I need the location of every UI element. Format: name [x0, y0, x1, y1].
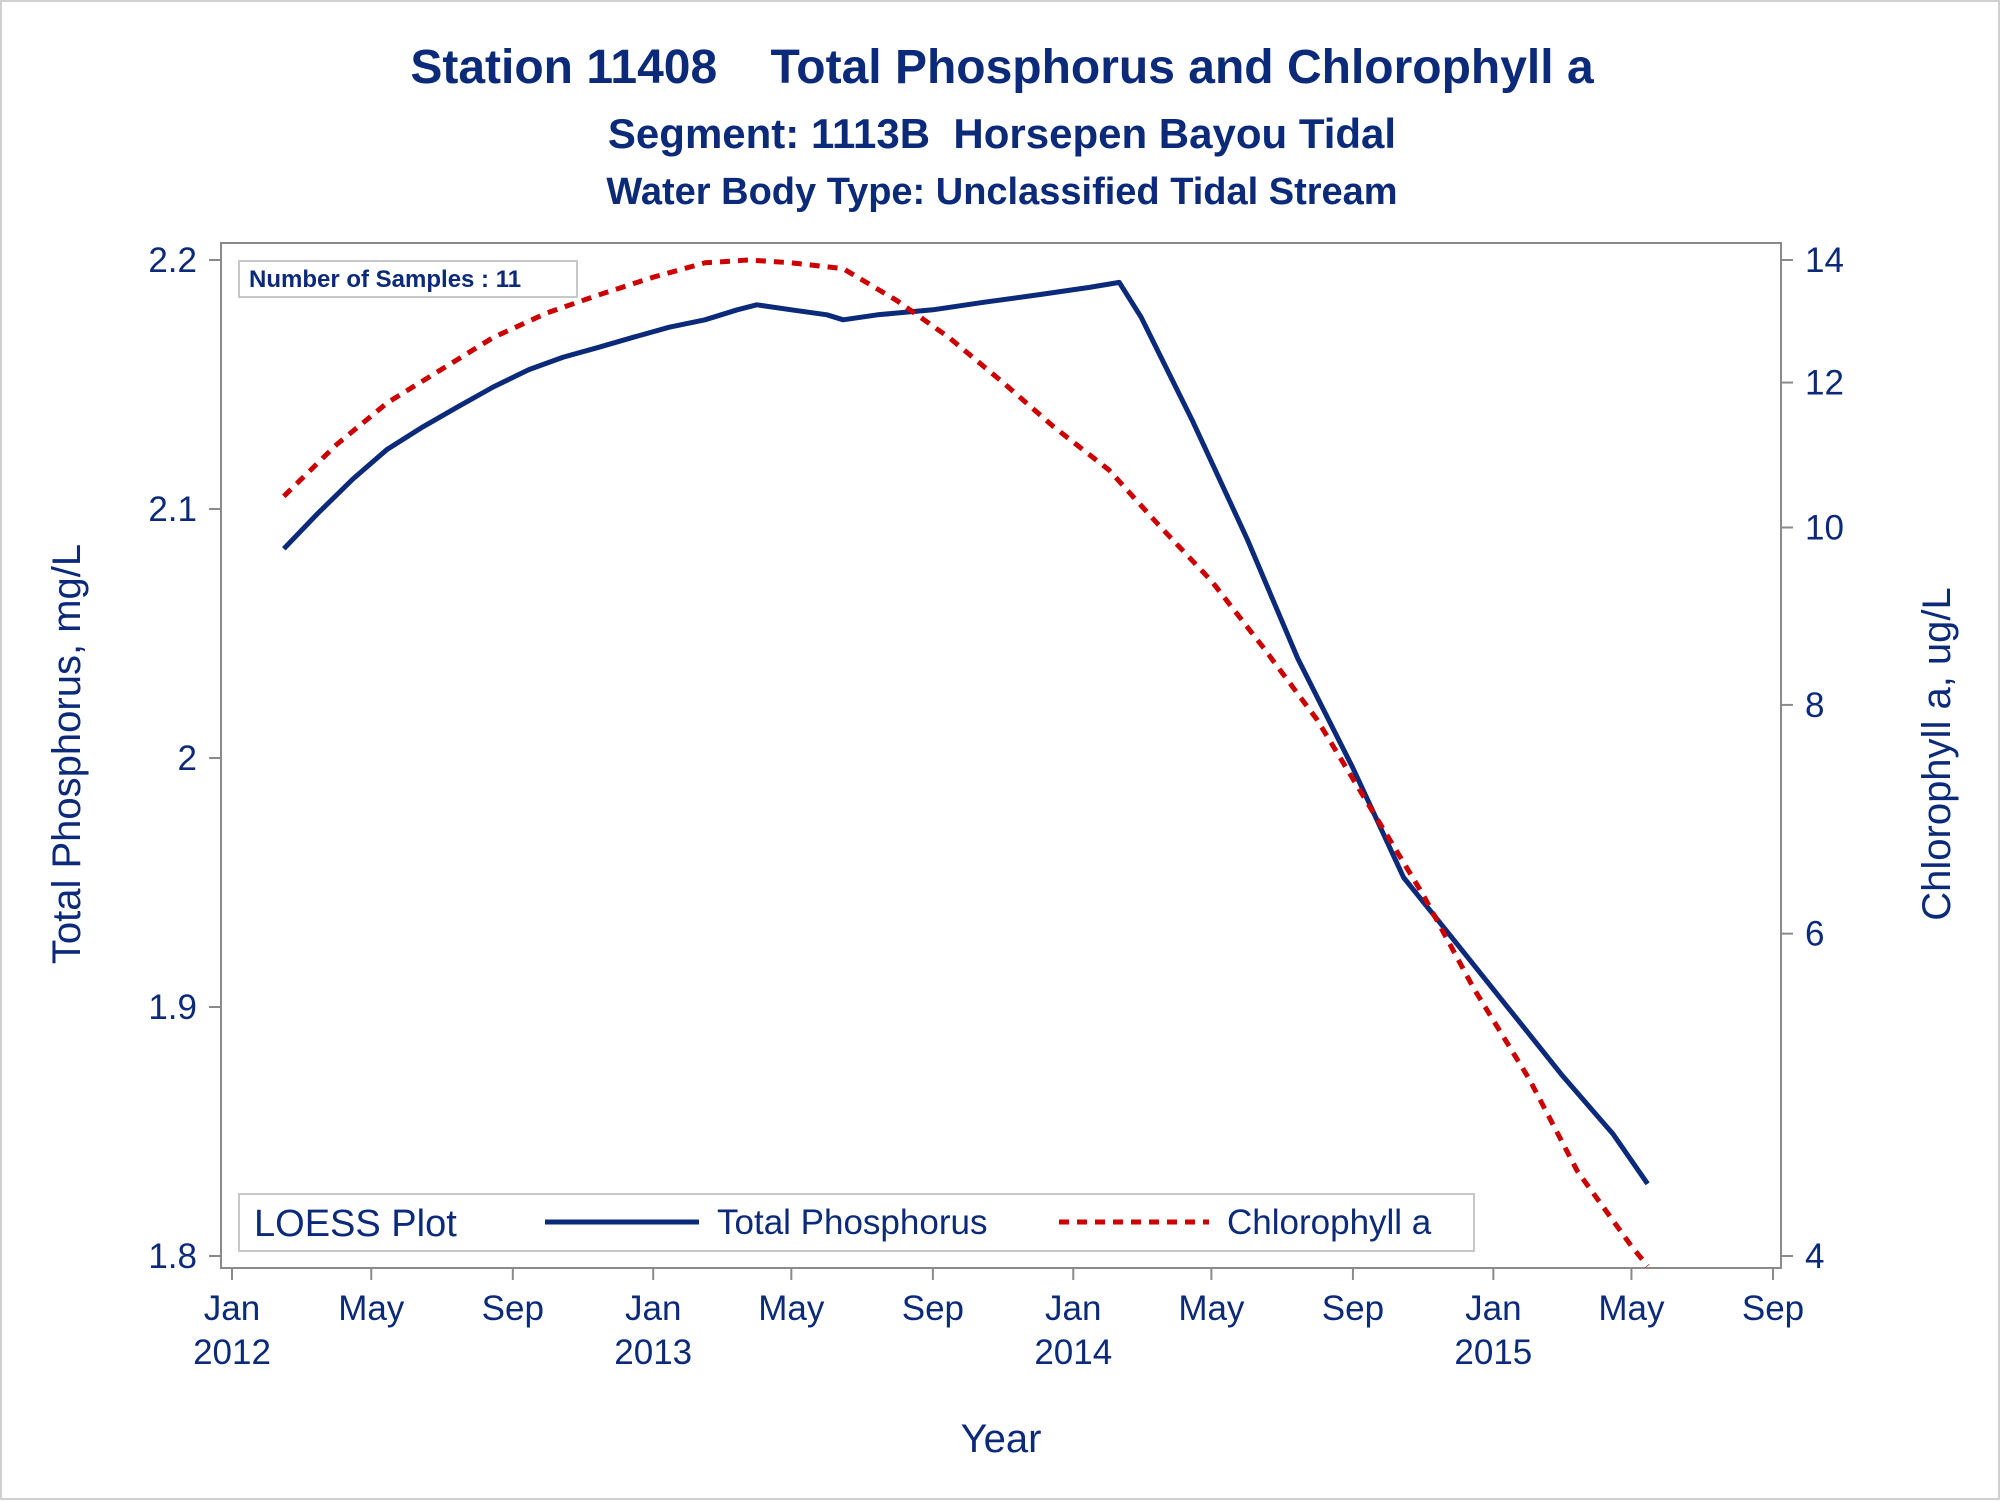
chart-subtitle-segment: Segment: 1113B Horsepen Bayou Tidal [607, 110, 1397, 157]
x-tick-label: Jan [204, 1289, 260, 1328]
x-axis-label: Year [961, 1417, 1042, 1461]
x-tick-year-label: 2014 [1034, 1333, 1112, 1372]
y-left-tick-label: 2.1 [148, 490, 197, 529]
series-line-chlorophyll [282, 257, 1650, 1268]
legend: LOESS Plot Total Phosphorus Chlorophyll … [238, 1193, 1475, 1252]
x-tick-label: May [338, 1289, 405, 1328]
x-tick-label: Sep [902, 1289, 964, 1328]
y-left-tick-label: 2 [178, 739, 197, 778]
chart-subtitle-water-body: Water Body Type: Unclassified Tidal Stre… [606, 171, 1398, 213]
y-right-tick-label: 4 [1805, 1237, 1824, 1276]
series-layer [281, 257, 1650, 1268]
y-left-tick-label: 1.9 [148, 988, 197, 1027]
sample-count-box: Number of Samples : 11 [238, 260, 578, 298]
series-line-phosphorus [281, 279, 1650, 1186]
x-tick-label: Sep [1322, 1289, 1384, 1328]
x-tick-label: Sep [482, 1289, 544, 1328]
y-axis-left: 1.8 1.9 2 2.1 2.2 [148, 241, 221, 1276]
y-left-tick-label: 1.8 [148, 1237, 197, 1276]
x-tick-label: Jan [625, 1289, 681, 1328]
y-right-tick-label: 10 [1805, 509, 1844, 548]
x-tick-label: May [1598, 1289, 1665, 1328]
y-left-tick-label: 2.2 [148, 241, 197, 280]
x-tick-year-label: 2012 [193, 1333, 271, 1372]
legend-label-chlorophyll: Chlorophyll a [1227, 1203, 1432, 1242]
legend-title: LOESS Plot [254, 1203, 457, 1245]
y-right-tick-label: 12 [1805, 364, 1844, 403]
x-tick-label: May [758, 1289, 825, 1328]
sample-count-text: Number of Samples : 11 [249, 266, 521, 293]
x-tick-label: Jan [1465, 1289, 1521, 1328]
legend-box [238, 1193, 1475, 1252]
legend-label-phosphorus: Total Phosphorus [717, 1203, 987, 1242]
y-right-tick-label: 8 [1805, 686, 1824, 725]
x-tick-year-label: 2013 [614, 1333, 692, 1372]
x-tick-label: May [1178, 1289, 1245, 1328]
chart-title: Station 11408 Total Phosphorus and Chlor… [410, 41, 1594, 94]
y-axis-right-label: Chlorophyll a, ug/L [1915, 587, 1959, 921]
plot-area [220, 242, 1782, 1269]
y-right-tick-label: 14 [1805, 241, 1844, 280]
x-tick-label: Jan [1045, 1289, 1101, 1328]
x-tick-label: Sep [1742, 1289, 1804, 1328]
y-axis-left-label: Total Phosphorus, mg/L [45, 544, 89, 964]
y-axis-right: 4 6 8 10 12 14 [1781, 241, 1844, 1276]
y-right-tick-label: 6 [1805, 915, 1824, 954]
x-axis: Jan 2012 May Sep Jan 2013 May Sep Jan 2014 May Sep J… [193, 1268, 1804, 1372]
x-tick-year-label: 2015 [1454, 1333, 1532, 1372]
